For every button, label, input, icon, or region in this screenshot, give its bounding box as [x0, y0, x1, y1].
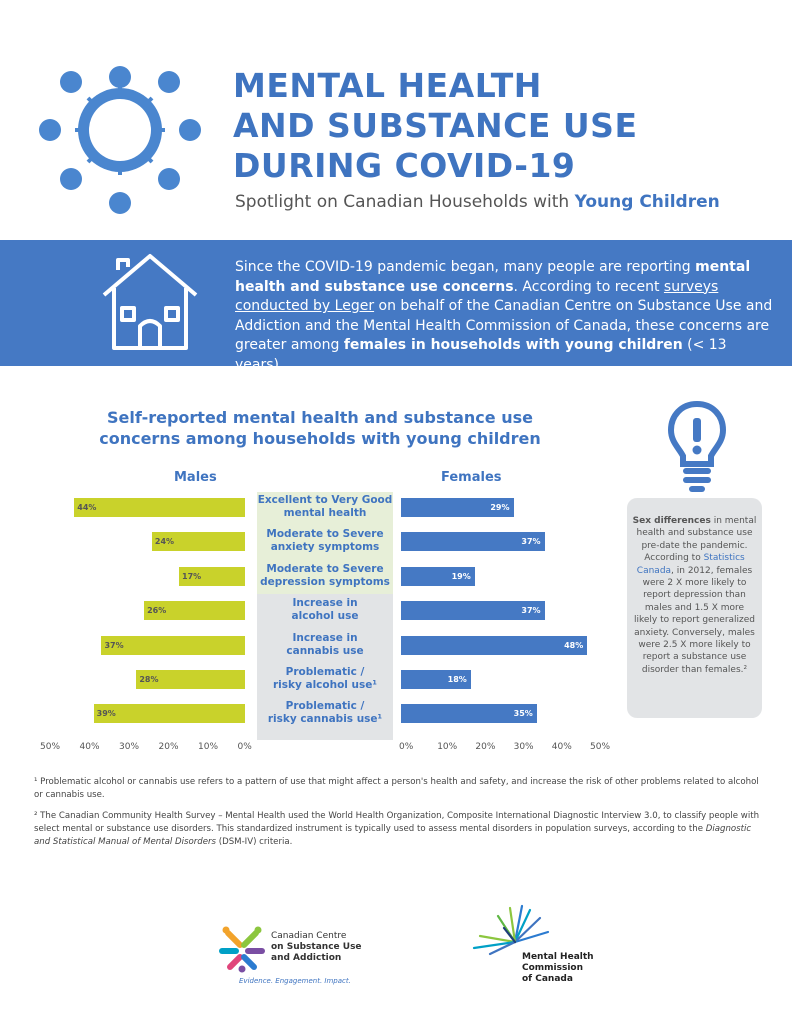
female-bar — [401, 670, 471, 689]
male-bar — [179, 566, 245, 586]
category-label: Increase in alcohol use — [291, 597, 359, 623]
female-value-label: 37% — [521, 606, 541, 616]
female-bar — [401, 704, 537, 724]
category-label: Excellent to Very Good mental health — [257, 494, 393, 519]
x-tick-females: 40% — [551, 742, 572, 752]
female-value-label: 19% — [451, 571, 471, 581]
male-bar — [144, 601, 245, 621]
male-value-label: 24% — [154, 537, 175, 547]
female-bar — [401, 532, 545, 552]
footnote-1: ¹ Problematic alcohol or cannabis use re… — [34, 777, 759, 800]
surveys-link[interactable]: surveys conducted by Leger — [235, 278, 719, 315]
mhcc-logo-icon — [472, 904, 550, 956]
category-label: Moderate to Severe depression symptoms — [260, 562, 390, 588]
x-tick-females: 30% — [513, 742, 534, 752]
female-value-label: 37% — [521, 537, 541, 547]
info-text: Sex differences in mental health and sub… — [632, 516, 757, 675]
x-tick-females: 0% — [399, 742, 414, 752]
x-tick-males: 0% — [237, 742, 252, 752]
page-title-line-3: DURING COVID-19 — [233, 146, 576, 185]
females-heading: Females — [441, 470, 502, 485]
intro-text: Since the COVID-19 pandemic began, many … — [235, 259, 773, 373]
female-value-label: 29% — [490, 503, 510, 512]
virus-icon — [39, 66, 201, 214]
mhcc-logo-text: Mental Health Commission of Canada — [522, 952, 594, 984]
category-label: Problematic / risky alcohol use¹ — [272, 666, 378, 691]
x-tick-males: 30% — [119, 742, 140, 752]
female-bar — [401, 601, 545, 621]
x-tick-males: 20% — [158, 742, 179, 752]
x-tick-females: 20% — [475, 742, 496, 752]
ccsa-tagline: Evidence. Engagement. Impact. — [239, 977, 351, 985]
female-bar — [401, 635, 588, 655]
male-bar — [136, 670, 245, 689]
female-bar — [401, 566, 475, 586]
male-value-label: 28% — [139, 675, 159, 684]
category-label: Problematic / risky cannabis use¹ — [267, 700, 383, 726]
male-value-label: 44% — [77, 503, 97, 512]
male-bar — [93, 704, 245, 724]
male-value-label: 17% — [182, 571, 202, 581]
female-bar — [401, 498, 514, 517]
lightbulb-icon — [667, 400, 727, 492]
female-value-label: 35% — [513, 709, 533, 719]
male-bar — [101, 635, 245, 655]
category-column-mental — [257, 492, 393, 594]
page-title-line-1: MENTAL HEALTH — [233, 66, 542, 105]
category-label: Moderate to Severe anxiety symptoms — [266, 528, 384, 554]
statistics-canada-link[interactable]: Statistics Canada — [636, 553, 745, 576]
x-tick-females: 10% — [437, 742, 458, 752]
page-title-line-2: AND SUBSTANCE USE — [233, 106, 638, 145]
male-value-label: 39% — [96, 709, 116, 719]
x-tick-males: 10% — [198, 742, 219, 752]
footnote-2: ² The Canadian Community Health Survey –… — [34, 811, 760, 847]
info-box — [627, 498, 762, 718]
x-tick-males: 40% — [79, 742, 100, 752]
male-bar — [74, 498, 245, 517]
ccsa-logo-icon — [219, 926, 265, 973]
chart-title: Self-reported mental health and substanc… — [99, 408, 541, 448]
house-icon — [102, 254, 198, 350]
category-label: Increase in cannabis use — [286, 631, 364, 657]
male-value-label: 37% — [104, 640, 124, 650]
x-tick-males: 50% — [40, 742, 61, 752]
male-value-label: 26% — [147, 606, 167, 616]
ccsa-logo-text: Canadian Centre on Substance Use and Add… — [271, 931, 362, 963]
x-tick-females: 50% — [590, 742, 611, 752]
intro-banner — [0, 240, 792, 366]
category-column-substance — [257, 594, 393, 740]
female-value-label: 18% — [447, 675, 467, 684]
page-subtitle: Spotlight on Canadian Households with Yo… — [235, 192, 720, 212]
female-value-label: 48% — [564, 640, 584, 650]
males-heading: Males — [174, 470, 217, 485]
male-bar — [151, 532, 245, 552]
